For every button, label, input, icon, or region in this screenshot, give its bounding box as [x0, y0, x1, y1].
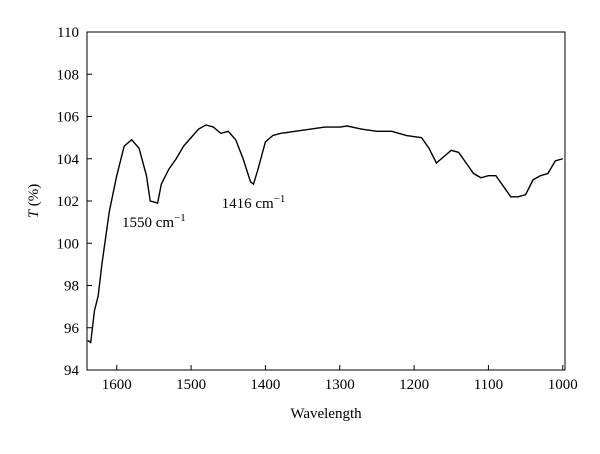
- y-axis-symbol: T: [26, 208, 42, 218]
- x-tick-label: 1600: [102, 377, 132, 393]
- x-tick-label: 1500: [176, 377, 206, 393]
- y-tick-label: 102: [57, 194, 80, 210]
- annotation-text: 1550 cm: [122, 215, 174, 231]
- annotation-superscript: −1: [274, 193, 286, 205]
- x-axis-label: Wavelength: [290, 406, 362, 422]
- y-tick-label: 94: [64, 363, 80, 379]
- x-tick-label: 1200: [399, 377, 429, 393]
- annotation: 1416 cm−1: [222, 193, 286, 212]
- y-tick-label: 100: [57, 236, 80, 252]
- y-tick-label: 96: [64, 321, 80, 337]
- annotation-text: 1416 cm: [222, 196, 274, 212]
- x-tick-label: 1300: [325, 377, 355, 393]
- y-axis-label: T (%): [26, 184, 42, 219]
- x-tick-label: 1400: [250, 377, 280, 393]
- y-tick-label: 110: [57, 25, 79, 41]
- y-tick-label: 106: [57, 110, 80, 126]
- y-tick-label: 104: [57, 152, 80, 168]
- y-tick-label: 98: [64, 279, 79, 295]
- spectrum-line: [87, 124, 563, 344]
- annotation-superscript: −1: [174, 212, 186, 224]
- annotation: 1550 cm−1: [122, 212, 186, 231]
- x-tick-label: 1100: [474, 377, 503, 393]
- y-tick-label: 108: [57, 67, 80, 83]
- y-axis-unit: (%): [26, 184, 42, 207]
- x-tick-label: 1000: [548, 377, 578, 393]
